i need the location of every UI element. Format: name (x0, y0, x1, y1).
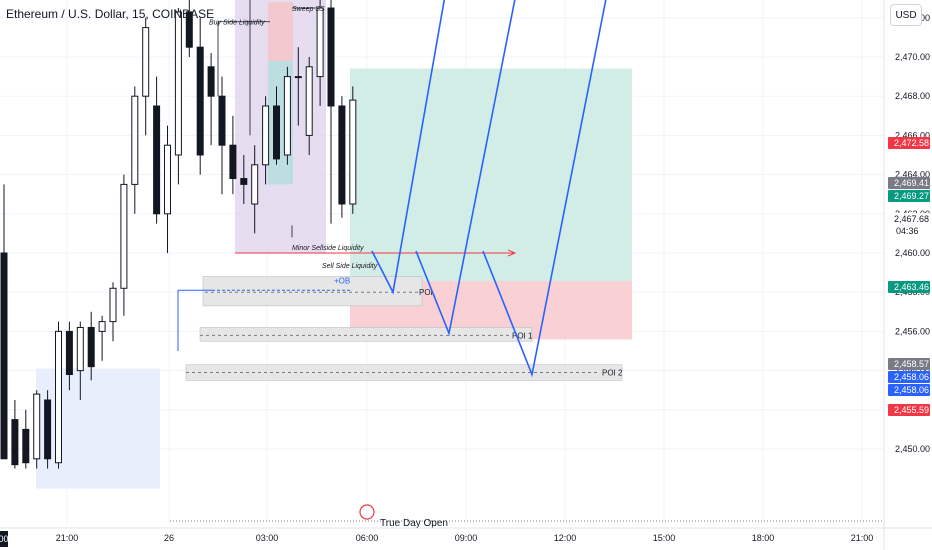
price-tag-bg (888, 371, 930, 383)
poi1-box (199, 327, 533, 342)
candle-body (305, 66, 313, 136)
poi2-label: POI 2 (602, 369, 623, 378)
y-tick-label: 2,466.00 (895, 130, 930, 140)
candle-body (240, 178, 248, 185)
time-cursor-tag (0, 531, 8, 547)
candle-body (76, 326, 84, 372)
candle-body (131, 95, 139, 185)
candle-body (294, 76, 302, 79)
x-tick-label: 18:00 (752, 533, 775, 543)
price-tag-extra-bg (888, 384, 930, 396)
candle-body (153, 105, 161, 215)
candle-body (87, 326, 95, 368)
candle-body (164, 144, 171, 215)
candle-body (109, 287, 117, 323)
candle-body (120, 183, 128, 289)
price-tag: 2,467.68 (894, 214, 929, 224)
price-tag-bg (888, 137, 930, 149)
buy-side-label: Buy Side Liquidity (209, 20, 265, 27)
price-tag-bg (888, 190, 930, 202)
projection-path-2 (415, 0, 516, 337)
x-tick-label: 09:00 (455, 533, 478, 543)
price-tag-bg (888, 404, 930, 416)
candle-body (327, 7, 335, 107)
currency-button[interactable]: USD (890, 4, 922, 26)
candle-body (251, 164, 259, 205)
candle-body (262, 105, 270, 166)
demand-zone-left (36, 368, 160, 489)
price-tag: 2,458.57 (894, 359, 929, 369)
candle-body (22, 428, 30, 464)
poi1-label: POI 1 (512, 331, 533, 340)
y-tick-label: 2,468.00 (895, 91, 930, 101)
price-tag-bg (888, 213, 930, 225)
countdown-label: 04:36 (896, 226, 919, 236)
candle-body (283, 76, 291, 156)
candle-body (11, 419, 19, 466)
candle-body (196, 46, 204, 156)
true-day-open-label: True Day Open (380, 518, 448, 529)
candle-body (65, 330, 73, 376)
candle-body (185, 11, 193, 48)
candle-body (44, 399, 52, 460)
price-tag: 2,469.41 (894, 178, 929, 188)
price-tag-bg (888, 281, 930, 293)
price-tag: 2,455.59 (894, 405, 929, 415)
y-tick-label: 2,460.00 (895, 248, 930, 258)
y-tick-label: 2,456.00 (895, 326, 930, 336)
ob-label: +OB (334, 276, 350, 285)
candle-body (174, 11, 182, 156)
y-tick-label: 2,450.00 (895, 444, 930, 454)
projection-path-3 (482, 0, 607, 378)
x-tick-label: 12:00 (554, 533, 577, 543)
poi-box (202, 276, 423, 307)
y-tick-label: 2,464.00 (895, 170, 930, 180)
candle-body (142, 27, 150, 97)
price-tag: 2,458.06 (894, 372, 929, 382)
candle-body (218, 95, 226, 146)
candle-body (229, 144, 237, 180)
symbol-title[interactable]: Ethereum / U.S. Dollar, 15, COINBASE (6, 7, 215, 21)
sell-side-label: Sell Side Liquidity (322, 263, 378, 270)
x-tick-label: 26 (164, 533, 174, 543)
price-tag-bg (888, 177, 930, 189)
sweep-ss-label: Sweep SS (292, 6, 325, 13)
y-tick-label: 2,470.00 (895, 52, 930, 62)
x-tick-label: 06:00 (356, 533, 379, 543)
price-tag-extra: 2,458.06 (894, 385, 929, 395)
candle-body (207, 66, 215, 97)
price-tag-bg (888, 358, 930, 370)
candle-body (349, 99, 357, 205)
candle-body (33, 393, 41, 460)
target-zone (350, 68, 632, 282)
y-tick-label: 2,454.00 (895, 366, 930, 376)
sweep-zone (268, 2, 293, 61)
price-tag: 2,469.27 (894, 191, 929, 201)
true-day-open-icon (359, 504, 375, 520)
x-tick-label: 21:00 (851, 533, 874, 543)
poi-label: POI (419, 288, 433, 297)
projection-path-1 (371, 0, 446, 295)
price-tag: 2,463.46 (894, 282, 929, 292)
x-tick-label: 21:00 (56, 533, 79, 543)
candle-body (338, 105, 346, 205)
x-tick-label: 15:00 (653, 533, 676, 543)
time-cursor-label: :00 (0, 534, 9, 544)
price-tag: 2,472.58 (894, 138, 929, 148)
candle-body (273, 105, 280, 160)
x-tick-label: 03:00 (256, 533, 279, 543)
candle-body (55, 330, 62, 464)
candle-body (316, 7, 324, 78)
candle-body (98, 321, 106, 332)
candle-body (0, 252, 8, 460)
sellside-arrowhead (507, 249, 517, 257)
minor-sellside-label: Minor Sellside Liquidity (292, 245, 364, 252)
